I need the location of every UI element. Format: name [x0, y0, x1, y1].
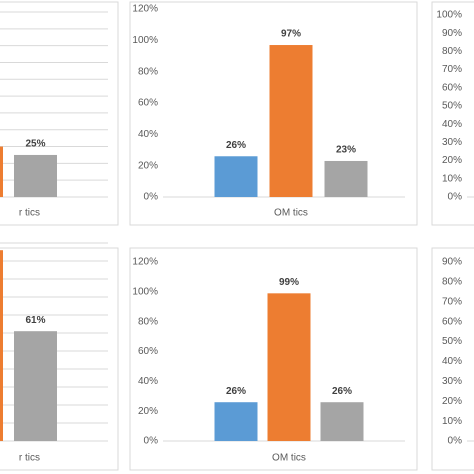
x-tick-label: r tics — [19, 208, 40, 219]
bar — [14, 331, 57, 441]
y-tick-label: 60% — [442, 82, 462, 93]
y-tick-label: 0% — [144, 436, 159, 447]
y-tick-label: 70% — [442, 64, 462, 75]
panel-frame — [431, 247, 474, 471]
y-tick-label: 90% — [442, 28, 462, 39]
y-tick-label: 0% — [448, 436, 463, 447]
y-tick-label: 40% — [442, 119, 462, 130]
bar — [214, 402, 258, 441]
bar — [320, 402, 364, 441]
y-tick-label: 120% — [132, 257, 158, 268]
y-tick-label: 0% — [144, 192, 159, 203]
y-tick-label: 120% — [132, 4, 158, 15]
y-tick-label: 80% — [442, 277, 462, 288]
x-tick-label: r tics — [19, 453, 40, 464]
y-tick-label: 50% — [442, 101, 462, 112]
y-tick-label: 0% — [448, 192, 463, 203]
y-tick-label: 60% — [442, 316, 462, 327]
value-label: 26% — [226, 386, 246, 397]
y-tick-label: 80% — [138, 316, 158, 327]
y-tick-label: 20% — [138, 160, 158, 171]
y-tick-label: 60% — [138, 346, 158, 357]
y-tick-label: 40% — [138, 376, 158, 387]
value-label: 25% — [25, 139, 45, 150]
y-tick-label: 30% — [442, 137, 462, 148]
bar — [0, 146, 3, 197]
bar — [324, 160, 368, 197]
bar — [214, 156, 258, 197]
y-tick-label: 80% — [138, 66, 158, 77]
value-label: 26% — [226, 140, 246, 151]
y-tick-label: 10% — [442, 173, 462, 184]
x-tick-label: OM tics — [272, 453, 306, 464]
value-label: 99% — [279, 277, 299, 288]
y-tick-label: 40% — [138, 129, 158, 140]
y-tick-label: 80% — [442, 46, 462, 57]
panel-frame — [431, 1, 474, 226]
y-tick-label: 70% — [442, 296, 462, 307]
y-tick-label: 100% — [132, 35, 158, 46]
value-label: 97% — [281, 29, 301, 40]
value-label: 23% — [336, 145, 356, 156]
y-tick-label: 50% — [442, 336, 462, 347]
x-tick-label: OM tics — [274, 208, 308, 219]
y-tick-label: 20% — [138, 406, 158, 417]
bar — [0, 250, 3, 441]
bar — [267, 293, 311, 441]
y-tick-label: 20% — [442, 155, 462, 166]
value-label: 61% — [25, 315, 45, 326]
y-tick-label: 90% — [442, 257, 462, 268]
y-tick-label: 60% — [138, 98, 158, 109]
value-label: 26% — [332, 386, 352, 397]
bar — [14, 154, 57, 197]
y-tick-label: 40% — [442, 356, 462, 367]
bar — [269, 45, 313, 198]
y-tick-label: 10% — [442, 416, 462, 427]
y-tick-label: 100% — [132, 286, 158, 297]
y-tick-label: 20% — [442, 396, 462, 407]
y-tick-label: 100% — [436, 10, 462, 21]
y-tick-label: 30% — [442, 376, 462, 387]
